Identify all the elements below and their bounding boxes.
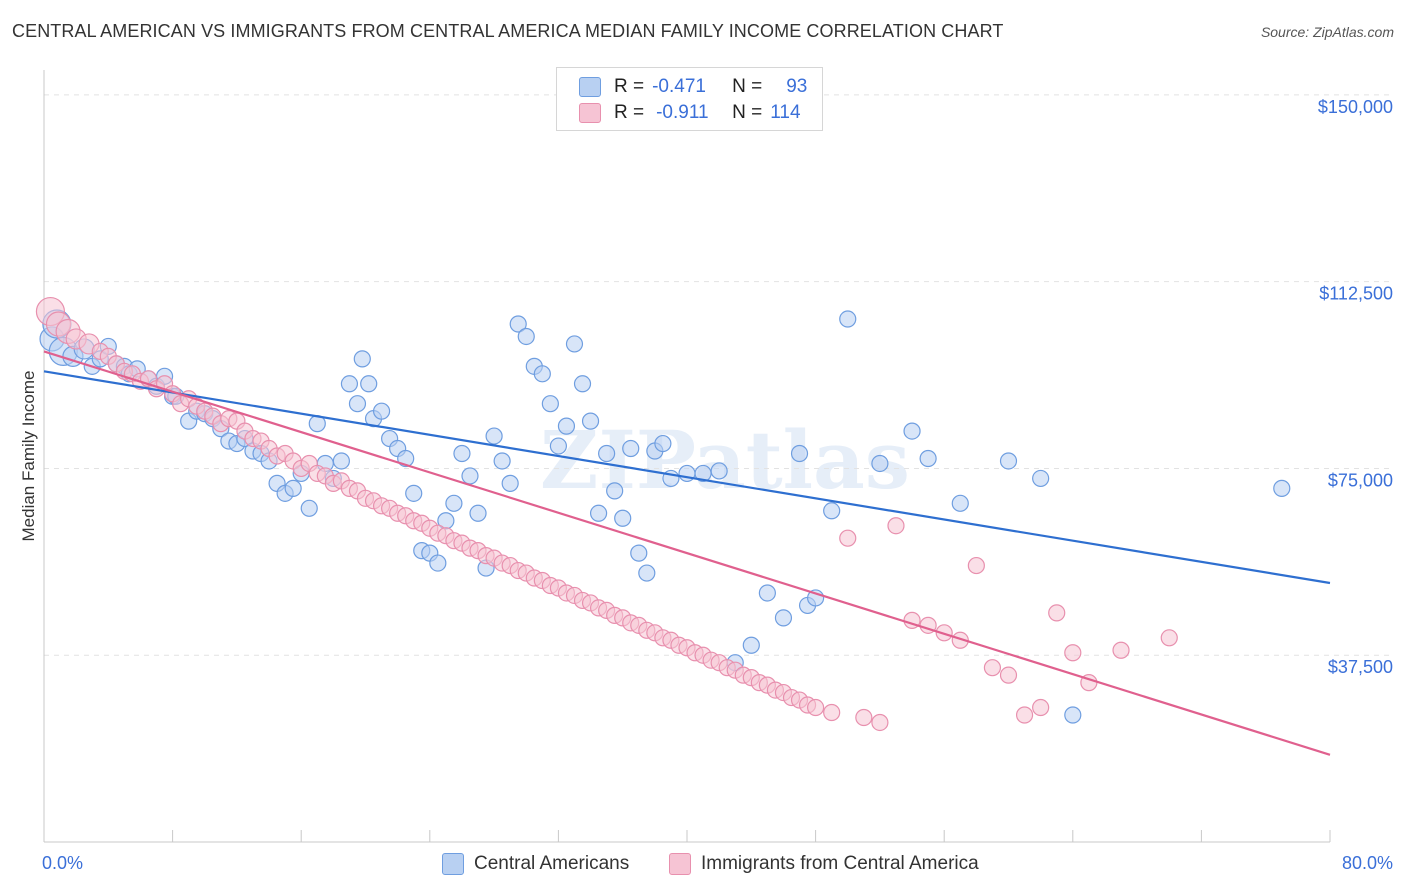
r-label: R =	[614, 102, 645, 123]
y-tick-label: $150,000	[1318, 97, 1393, 117]
y-tick-label: $75,000	[1328, 470, 1393, 490]
data-point	[557, 417, 576, 435]
data-point	[461, 467, 479, 485]
pink-legend-swatch	[669, 853, 691, 875]
stats-legend: R = -0.471 N = 93 R = -0.911 N = 114	[556, 67, 823, 131]
data-point	[360, 375, 378, 393]
data-point	[1064, 706, 1082, 724]
data-point	[654, 434, 672, 453]
data-point	[638, 564, 656, 582]
data-point	[509, 315, 527, 333]
data-point	[581, 412, 600, 430]
data-point	[565, 335, 584, 353]
data-point	[1064, 644, 1082, 662]
data-point	[485, 427, 503, 445]
data-point	[372, 402, 391, 420]
data-point	[598, 444, 616, 463]
data-point	[710, 462, 728, 480]
data-point	[300, 499, 318, 517]
data-point	[758, 584, 776, 602]
trend-line-pink	[43, 350, 1331, 756]
data-point	[871, 454, 889, 473]
data-point	[353, 350, 371, 368]
data-point	[1112, 641, 1130, 659]
data-point	[429, 554, 447, 572]
data-point	[445, 494, 463, 512]
data-point	[903, 422, 921, 440]
data-point	[517, 327, 535, 346]
data-point	[887, 517, 905, 535]
stats-legend-row-pink: R = -0.911 N = 114	[579, 101, 801, 125]
legend-label: Central Americans	[474, 853, 630, 874]
y-tick-label: $37,500	[1328, 657, 1393, 677]
data-point	[1048, 604, 1066, 622]
pink-swatch	[579, 103, 601, 123]
stats-legend-row-blue: R = -0.471 N = 93	[579, 75, 807, 99]
data-point	[469, 504, 487, 522]
legend-label: Immigrants from Central America	[701, 853, 979, 874]
data-point	[839, 310, 857, 328]
y-axis-label: Median Family Income	[19, 370, 38, 541]
data-point	[871, 713, 889, 732]
n-label: N =	[732, 102, 763, 123]
r-value: -0.911	[656, 102, 709, 123]
data-point	[589, 504, 608, 522]
data-point	[742, 636, 760, 654]
data-point	[332, 452, 350, 470]
data-point	[405, 484, 423, 502]
data-point	[1015, 706, 1034, 724]
data-point	[951, 494, 969, 512]
blue-swatch	[579, 77, 601, 97]
y-tick-label: $112,500	[1319, 284, 1393, 304]
data-point	[999, 666, 1018, 684]
chart-title: CENTRAL AMERICAN VS IMMIGRANTS FROM CENT…	[12, 21, 1004, 41]
data-point	[541, 395, 559, 413]
data-point	[573, 375, 592, 393]
data-point	[823, 502, 841, 520]
central-americans-points	[39, 309, 1291, 724]
data-point	[823, 703, 841, 722]
data-point	[622, 439, 640, 458]
source-label: Source: ZipAtlas.com	[1260, 24, 1394, 40]
n-value: 93	[786, 76, 808, 97]
data-point	[806, 698, 825, 717]
data-point	[340, 375, 359, 393]
data-point	[1032, 469, 1050, 488]
data-point	[493, 452, 511, 470]
data-point	[919, 449, 937, 468]
data-point	[1160, 629, 1178, 647]
data-point	[614, 509, 632, 527]
data-point	[630, 544, 648, 562]
data-point	[606, 482, 624, 500]
legend-item-central-americans: Central Americans	[442, 852, 629, 876]
data-point	[533, 365, 551, 383]
blue-legend-swatch	[442, 853, 464, 875]
r-value: -0.471	[652, 76, 706, 97]
data-point	[284, 479, 302, 497]
data-point	[983, 659, 1002, 677]
data-point	[1273, 479, 1291, 497]
r-label: R =	[614, 76, 645, 97]
data-point	[549, 437, 568, 455]
data-point	[855, 708, 873, 727]
data-point	[999, 452, 1018, 470]
x-tick-label-max: 80.0%	[1342, 853, 1393, 873]
legend-item-immigrants: Immigrants from Central America	[669, 852, 979, 876]
data-point	[348, 395, 367, 413]
data-point	[501, 474, 519, 492]
data-point	[967, 556, 985, 575]
data-point	[774, 609, 793, 627]
data-point	[839, 529, 857, 547]
x-tick-label-min: 0.0%	[42, 853, 83, 873]
n-label: N =	[732, 76, 763, 97]
data-point	[1032, 698, 1050, 717]
n-value: 114	[770, 102, 801, 123]
trend-line-blue	[43, 370, 1331, 585]
data-point	[790, 444, 809, 463]
data-point	[453, 444, 471, 463]
immigrants-points	[35, 296, 1178, 732]
